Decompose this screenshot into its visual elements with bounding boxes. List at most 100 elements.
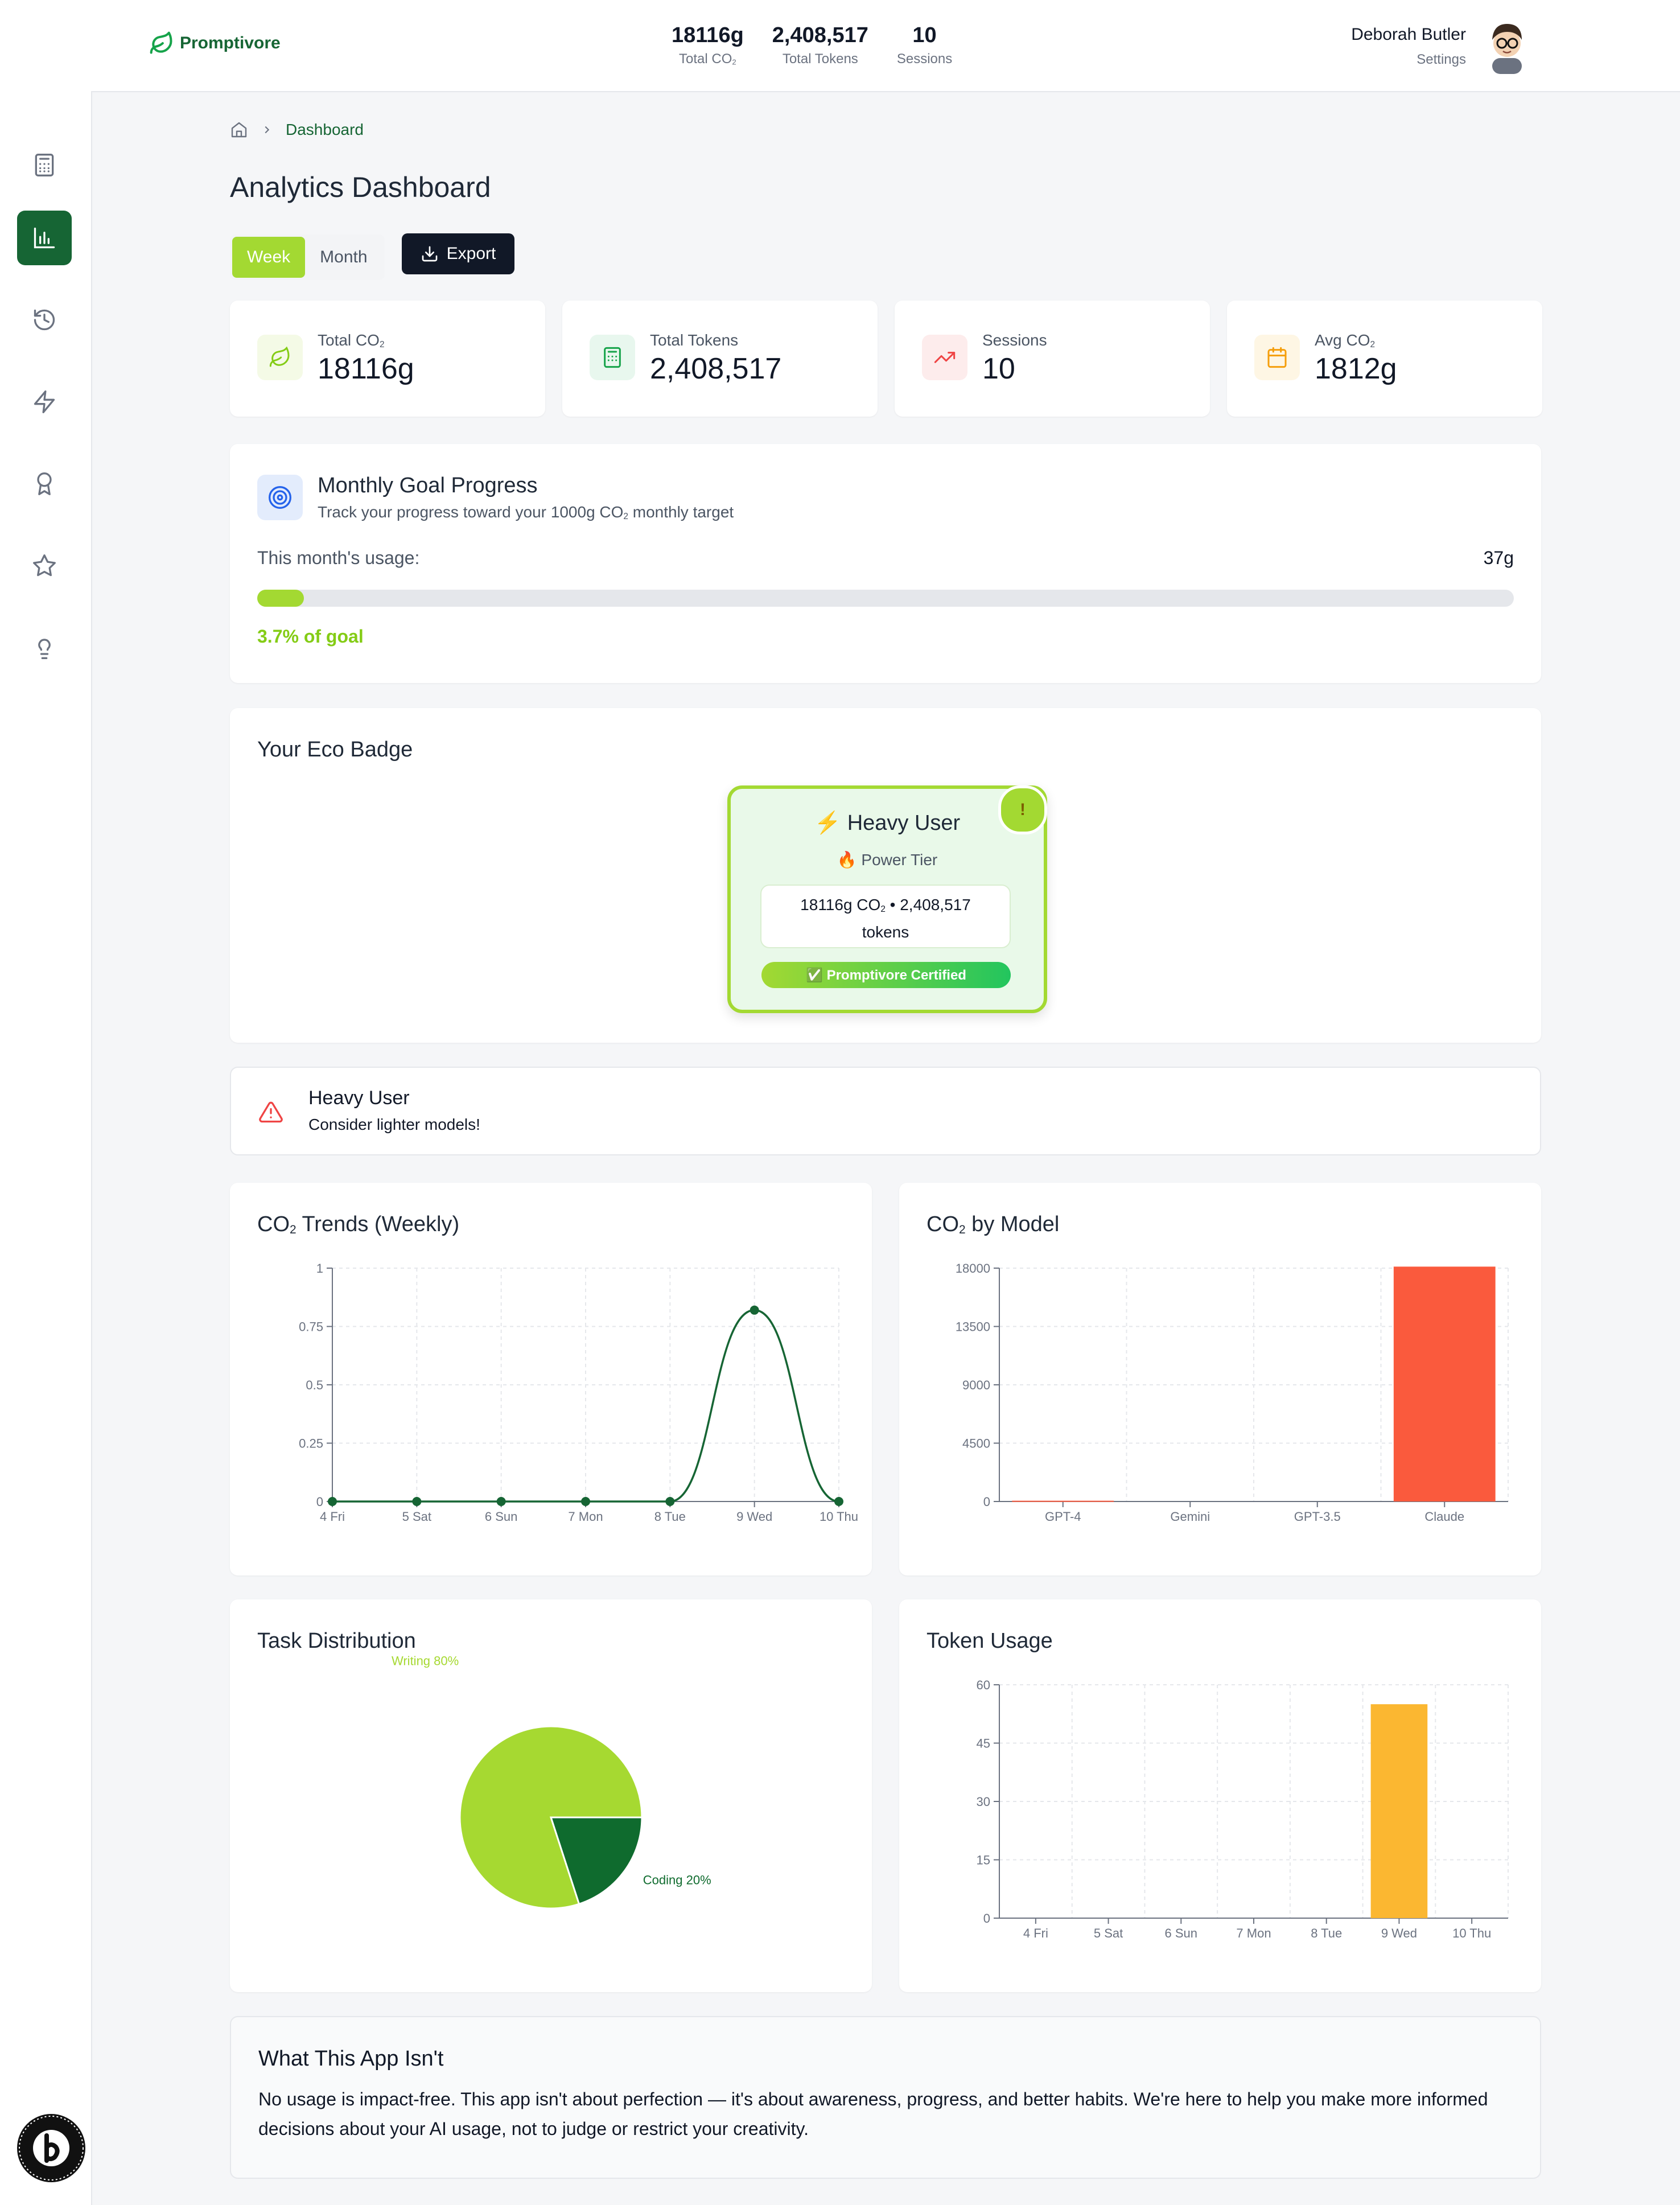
target-icon (269, 486, 291, 509)
x-tick-label: 7 Mon (568, 1509, 603, 1524)
co2-by-model-card: CO2 by Model 0 4500 9000 13500 18000 GPT-4 Gem… (899, 1183, 1541, 1575)
period-month-button[interactable]: Month (320, 248, 368, 266)
header-stat-value: 10 (912, 23, 937, 47)
y-tick-label: 1 (316, 1261, 323, 1276)
alert-title: Heavy User (308, 1087, 410, 1109)
header-stat-sessions: 10 Sessions (897, 22, 952, 67)
header-stat-label: Sessions (896, 51, 953, 67)
calculator-icon (604, 347, 621, 368)
user-menu[interactable]: Deborah Butler Settings (1351, 17, 1531, 74)
sidebar-item-calculator[interactable] (17, 138, 72, 192)
progress-fill (257, 590, 304, 607)
data-point (412, 1497, 422, 1506)
stat-icon (1254, 335, 1300, 380)
x-tick-label: 4 Fri (320, 1509, 345, 1524)
y-tick-label: 45 (977, 1737, 990, 1751)
header-stat-label: Total CO2 (679, 51, 736, 67)
y-tick-label: 18000 (956, 1261, 990, 1276)
stat-icon (257, 335, 303, 380)
home-icon[interactable] (230, 121, 248, 139)
stat-icon (590, 335, 635, 380)
eco-badge-title: Your Eco Badge (257, 738, 413, 762)
stat-label: Sessions (982, 331, 1047, 349)
sidebar-item-favorites[interactable] (17, 538, 72, 593)
sidebar (0, 91, 92, 2205)
user-name: Deborah Butler (1351, 25, 1466, 44)
data-point (834, 1497, 843, 1506)
info-body: No usage is impact-free. This app isn't … (258, 2089, 1488, 2139)
y-tick-label: 9000 (962, 1378, 990, 1392)
settings-link[interactable]: Settings (1417, 52, 1466, 67)
token-usage-card: Token Usage 0 15 30 45 60 4 Fri 5 Sat 6 Sun 7 Mo… (899, 1599, 1541, 1992)
brand[interactable]: Promptivore (149, 31, 281, 56)
stat-icon (922, 335, 967, 380)
y-tick-label: 15 (977, 1853, 990, 1867)
sidebar-item-badges[interactable] (17, 456, 72, 511)
x-tick-label: 6 Sun (1165, 1926, 1198, 1940)
bolt-badge[interactable] (17, 2114, 85, 2182)
data-point (328, 1497, 337, 1506)
page-title: Analytics Dashboard (230, 171, 491, 203)
task-distribution-chart: Writing 80% Coding 20% (392, 1653, 711, 1910)
sidebar-item-tips[interactable] (17, 620, 72, 675)
eco-badge-card: Your Eco Badge ! ⚡ Heavy User 🔥 Power Ti… (230, 708, 1541, 1043)
badge-name: Heavy User (847, 811, 961, 835)
task-distribution-card: Task Distribution Writing 80% Coding 20% (230, 1599, 872, 1992)
stat-card-avg-co2: Avg CO2 1812g (1227, 301, 1542, 417)
stat-card-sessions: Sessions 10 (895, 301, 1210, 417)
star-icon (33, 554, 56, 577)
y-tick-label: 0 (983, 1911, 990, 1926)
history-icon (34, 309, 55, 331)
breadcrumb-current[interactable]: Dashboard (286, 121, 364, 138)
breadcrumb: Dashboard (230, 121, 364, 139)
zap-emoji-icon: ⚡ (814, 811, 842, 835)
trending-up-icon (934, 352, 956, 363)
warning-corner-icon: ! (998, 785, 1047, 834)
pie-label: Writing 80% (392, 1653, 459, 1668)
pie-slice (549, 1816, 643, 1906)
export-button[interactable]: Export (402, 233, 514, 274)
stat-value: 2,408,517 (650, 352, 782, 385)
chart-title: CO2 by Model (927, 1212, 1060, 1237)
period-week-button[interactable]: Week (232, 237, 306, 278)
eco-badge[interactable]: ! ⚡ Heavy User 🔥 Power Tier 18116g CO2 •… (727, 785, 1047, 1013)
stat-value: 10 (982, 352, 1015, 385)
usage-value: 37g (1483, 548, 1514, 568)
x-tick-label: 10 Thu (820, 1509, 858, 1524)
avatar[interactable] (1483, 17, 1531, 74)
y-tick-label: 4500 (962, 1437, 990, 1451)
x-tick-label: 5 Sat (402, 1509, 431, 1524)
chart-title: Task Distribution (257, 1629, 416, 1653)
sidebar-item-history[interactable] (17, 293, 72, 347)
export-label: Export (446, 244, 496, 263)
x-tick-label: GPT-4 (1045, 1509, 1081, 1524)
x-tick-label: 9 Wed (736, 1509, 772, 1524)
stat-label: Avg CO2 (1315, 331, 1376, 350)
bar (1393, 1266, 1496, 1501)
y-tick-label: 60 (977, 1678, 990, 1692)
header-stat-co2: 18116g Total CO2 (672, 22, 744, 67)
sidebar-item-power[interactable] (17, 375, 72, 429)
chart-title: CO2 Trends (Weekly) (257, 1212, 460, 1237)
period-toggle: Week Month (230, 235, 385, 280)
zap-icon (34, 390, 55, 413)
x-tick-label: 7 Mon (1236, 1926, 1271, 1940)
alert-message: Consider lighter models! (308, 1116, 480, 1133)
stat-card-total-tokens: Total Tokens 2,408,517 (562, 301, 878, 417)
x-tick-label: Claude (1424, 1509, 1464, 1524)
data-point (665, 1497, 675, 1506)
bolt-logo-icon (19, 2116, 84, 2181)
data-point (496, 1497, 506, 1506)
x-tick-label: 6 Sun (485, 1509, 518, 1524)
top-header: Promptivore 18116g Total CO2 2,408,517 T… (0, 0, 1680, 92)
brand-name: Promptivore (180, 34, 281, 52)
stat-value: 1812g (1315, 352, 1397, 385)
badge-co2-line: 18116g CO2 • 2,408,517 (800, 896, 971, 915)
badge-tier: Power Tier (861, 851, 938, 869)
token-usage-chart: 0 15 30 45 60 4 Fri 5 Sat 6 Sun 7 Mon 8 Tue 9 Wed 1… (977, 1678, 1509, 1940)
x-tick-label: 9 Wed (1381, 1926, 1417, 1940)
x-tick-label: 8 Tue (1311, 1926, 1342, 1940)
co2-trends-chart: 0 0.25 0.5 0.75 1 4 Fri 5 Sat 6 Sun 7 Mon 8 Tue 9 … (299, 1261, 858, 1524)
progress-track (257, 590, 1514, 607)
sidebar-item-analytics[interactable] (17, 211, 72, 265)
